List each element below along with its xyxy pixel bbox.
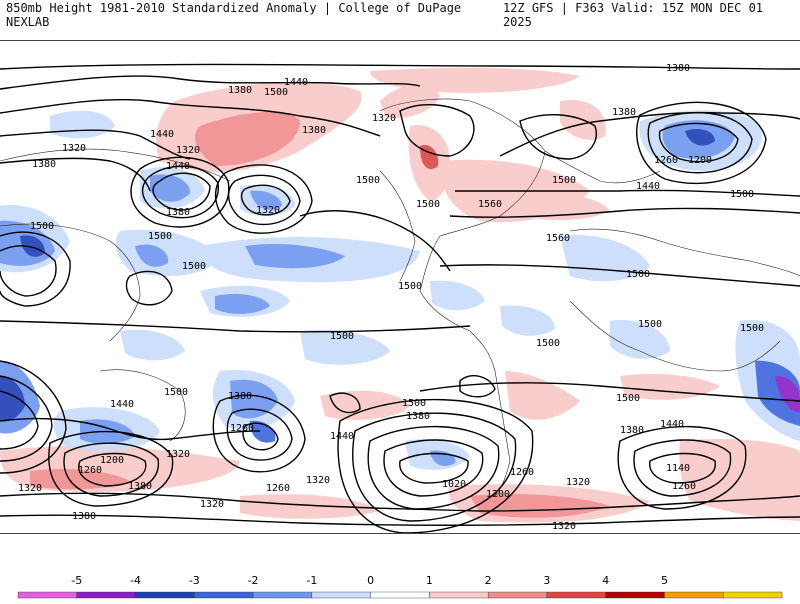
contour-label: 1440	[284, 77, 308, 88]
colorbar-svg: -5 -4 -3 -2 -1 0 1 2 3 4 5	[17, 574, 783, 599]
contour-label: 1380	[228, 85, 252, 96]
contour-label: 1380	[666, 63, 690, 74]
contour-label: 1500	[330, 331, 354, 342]
contour-label: 1320	[62, 143, 86, 154]
contour-label: 1320	[200, 499, 224, 510]
contour-label: 1380	[32, 159, 56, 170]
colorbar-tick-label: -3	[189, 574, 200, 587]
contour-label: 1440	[636, 181, 660, 192]
colorbar-swatch	[76, 591, 136, 599]
colorbar-tick-label: 0	[367, 574, 374, 587]
colorbar-swatch	[252, 591, 313, 599]
contour-label: 1380	[228, 391, 252, 402]
contour-label: 1500	[616, 393, 640, 404]
anomaly-map: 1440 1500 1380 1320 1440 1380 1320 1440 …	[0, 40, 800, 534]
colorbar-tick-label: 1	[426, 574, 433, 587]
colorbar-swatch	[546, 591, 606, 599]
contour-label: 1260	[230, 423, 254, 434]
contour-label: 1260	[510, 467, 534, 478]
contour-label: 1440	[660, 419, 684, 430]
colorbar-ticks: -5 -4 -3 -2 -1 0 1 2 3 4 5	[71, 574, 668, 587]
colorbar-tick-label: -1	[306, 574, 317, 587]
coastlines	[0, 98, 800, 497]
colorbar-tick-label: -4	[130, 574, 141, 587]
contour-label: 1260	[654, 155, 678, 166]
contour-label: 1320	[552, 521, 576, 532]
contour-label: 1380	[406, 411, 430, 422]
contour-label: 1500	[148, 231, 172, 242]
contour-label: 1440	[150, 129, 174, 140]
contour-label: 1260	[266, 483, 290, 494]
contour-label: 1500	[402, 398, 426, 409]
model-valid-time: 12Z GFS | F363 Valid: 15Z MON DEC 01 202…	[502, 1, 764, 29]
colorbar-swatch	[664, 591, 724, 599]
contour-label: 1500	[356, 175, 380, 186]
map-title: 850mb Height 1981-2010 Standardized Anom…	[6, 1, 462, 29]
contour-label: 1140	[666, 463, 690, 474]
colorbar-swatch	[487, 591, 548, 599]
negative-anomaly-shading	[0, 110, 800, 470]
colorbar-swatch	[17, 591, 77, 599]
contour-label: 1500	[638, 319, 662, 330]
contour-label: 1320	[166, 449, 190, 460]
colorbar-tick-label: 3	[543, 574, 550, 587]
map-svg: 1440 1500 1380 1320 1440 1380 1320 1440 …	[0, 63, 800, 533]
contour-label: 1380	[128, 481, 152, 492]
colorbar-swatch	[429, 591, 489, 599]
colorbar-swatch	[135, 591, 195, 599]
contour-label: 1200	[688, 155, 712, 166]
colorbar-tick-label: 2	[485, 574, 492, 587]
contour-label: 1320	[566, 477, 590, 488]
contour-label: 1500	[30, 221, 54, 232]
colorbar-tick-label: -2	[248, 574, 259, 587]
height-contours	[0, 63, 800, 533]
contour-label: 1500	[536, 338, 560, 349]
contour-label: 1440	[330, 431, 354, 442]
contour-label: 1320	[18, 483, 42, 494]
colorbar-tick-label: 5	[661, 574, 668, 587]
colorbar-tick-label: -5	[71, 574, 82, 587]
contour-label: 1200	[486, 489, 510, 500]
contour-labels: 1440 1500 1380 1320 1440 1380 1320 1440 …	[18, 63, 764, 532]
colorbar-swatch	[723, 591, 783, 599]
contour-label: 1500	[626, 269, 650, 280]
contour-label: 1560	[478, 199, 502, 210]
contour-label: 1440	[166, 161, 190, 172]
contour-label: 1380	[72, 511, 96, 522]
contour-label: 1440	[110, 399, 134, 410]
contour-label: 1500	[416, 199, 440, 210]
colorbar-swatch	[194, 591, 254, 599]
contour-label: 1320	[256, 205, 280, 216]
contour-label: 1200	[100, 455, 124, 466]
contour-label: 1320	[372, 113, 396, 124]
contour-label: 1260	[78, 465, 102, 476]
colorbar-swatches	[17, 591, 783, 599]
contour-label: 1560	[546, 233, 570, 244]
contour-label: 1500	[398, 281, 422, 292]
colorbar-swatch	[605, 591, 665, 599]
title-bar: 850mb Height 1981-2010 Standardized Anom…	[0, 0, 800, 30]
contour-label: 1500	[164, 387, 188, 398]
colorbar-tick-label: 4	[602, 574, 609, 587]
contour-label: 1500	[552, 175, 576, 186]
contour-label: 1260	[672, 481, 696, 492]
contour-label: 1020	[442, 479, 466, 490]
contour-label: 1500	[730, 189, 754, 200]
contour-label: 1500	[740, 323, 764, 334]
contour-label: 1380	[620, 425, 644, 436]
contour-label: 1380	[612, 107, 636, 118]
colorbar-legend: -5 -4 -3 -2 -1 0 1 2 3 4 5	[0, 568, 800, 600]
contour-label: 1380	[302, 125, 326, 136]
contour-label: 1320	[176, 145, 200, 156]
contour-label: 1320	[306, 475, 330, 486]
colorbar-swatch	[311, 591, 371, 599]
colorbar-swatch	[370, 591, 430, 599]
contour-label: 1500	[182, 261, 206, 272]
contour-label: 1380	[166, 207, 190, 218]
contour-label: 1500	[264, 87, 288, 98]
